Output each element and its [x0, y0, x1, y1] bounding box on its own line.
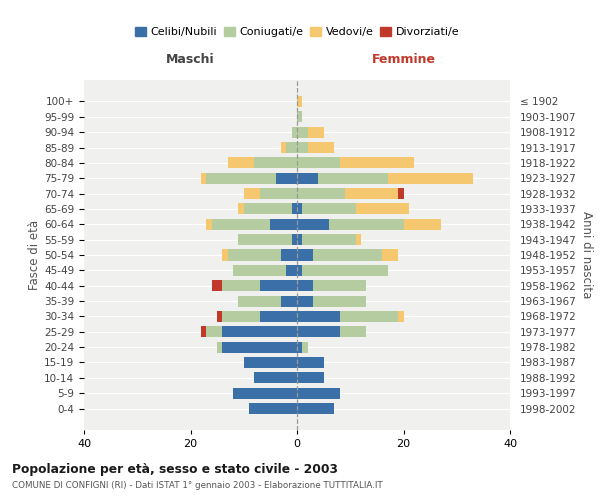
Bar — [297, 126, 308, 138]
Bar — [228, 158, 254, 168]
Bar — [254, 372, 297, 384]
Bar — [297, 142, 308, 153]
Bar — [206, 219, 212, 230]
Bar — [398, 311, 404, 322]
Bar — [297, 296, 313, 306]
Bar — [297, 372, 323, 384]
Bar — [297, 357, 323, 368]
Bar — [297, 250, 313, 260]
Bar — [238, 234, 292, 245]
Bar — [212, 219, 271, 230]
Bar — [340, 311, 398, 322]
Bar — [238, 204, 244, 214]
Bar — [340, 326, 366, 338]
Bar — [217, 311, 223, 322]
Bar — [313, 296, 366, 306]
Bar — [297, 265, 302, 276]
Bar — [297, 219, 329, 230]
Bar — [297, 388, 340, 398]
Y-axis label: Anni di nascita: Anni di nascita — [580, 212, 593, 298]
Bar — [281, 296, 297, 306]
Bar — [297, 311, 340, 322]
Text: Femmine: Femmine — [371, 53, 436, 66]
Bar — [201, 172, 206, 184]
Bar — [302, 204, 356, 214]
Bar — [286, 142, 297, 153]
Text: Popolazione per età, sesso e stato civile - 2003: Popolazione per età, sesso e stato civil… — [12, 462, 338, 475]
Bar — [223, 280, 260, 291]
Bar — [244, 188, 260, 199]
Bar — [297, 234, 302, 245]
Bar — [249, 403, 297, 414]
Bar — [271, 219, 297, 230]
Bar — [254, 158, 297, 168]
Bar — [276, 172, 297, 184]
Bar — [244, 357, 297, 368]
Bar — [398, 188, 404, 199]
Bar — [297, 172, 319, 184]
Bar — [244, 204, 292, 214]
Bar — [206, 326, 223, 338]
Bar — [313, 280, 366, 291]
Bar — [382, 250, 398, 260]
Bar — [238, 296, 281, 306]
Bar — [260, 311, 297, 322]
Y-axis label: Fasce di età: Fasce di età — [28, 220, 41, 290]
Bar — [292, 234, 297, 245]
Bar — [286, 265, 297, 276]
Bar — [302, 265, 388, 276]
Bar — [260, 280, 297, 291]
Bar — [319, 172, 388, 184]
Bar — [228, 250, 281, 260]
Bar — [345, 188, 398, 199]
Bar — [388, 172, 473, 184]
Bar — [297, 280, 313, 291]
Bar — [292, 204, 297, 214]
Bar — [329, 219, 404, 230]
Bar — [297, 188, 345, 199]
Bar — [356, 204, 409, 214]
Bar — [260, 188, 297, 199]
Bar — [297, 403, 334, 414]
Legend: Celibi/Nubili, Coniugati/e, Vedovi/e, Divorziati/e: Celibi/Nubili, Coniugati/e, Vedovi/e, Di… — [130, 22, 464, 42]
Bar — [233, 265, 286, 276]
Bar — [308, 142, 334, 153]
Bar — [206, 172, 276, 184]
Bar — [212, 280, 223, 291]
Bar — [313, 250, 382, 260]
Bar — [297, 326, 340, 338]
Bar — [302, 342, 308, 352]
Bar — [281, 142, 286, 153]
Text: Maschi: Maschi — [166, 53, 215, 66]
Bar — [223, 311, 260, 322]
Bar — [297, 342, 302, 352]
Bar — [302, 234, 356, 245]
Text: COMUNE DI CONFIGNI (RI) - Dati ISTAT 1° gennaio 2003 - Elaborazione TUTTITALIA.I: COMUNE DI CONFIGNI (RI) - Dati ISTAT 1° … — [12, 481, 383, 490]
Bar — [223, 342, 297, 352]
Bar — [233, 388, 297, 398]
Bar — [404, 219, 441, 230]
Bar — [297, 112, 302, 122]
Bar — [297, 158, 340, 168]
Bar — [223, 250, 228, 260]
Bar — [201, 326, 206, 338]
Bar — [223, 326, 297, 338]
Bar — [292, 126, 297, 138]
Bar — [281, 250, 297, 260]
Bar — [217, 342, 223, 352]
Bar — [308, 126, 323, 138]
Bar — [356, 234, 361, 245]
Bar — [297, 204, 302, 214]
Bar — [340, 158, 414, 168]
Bar — [297, 96, 302, 107]
